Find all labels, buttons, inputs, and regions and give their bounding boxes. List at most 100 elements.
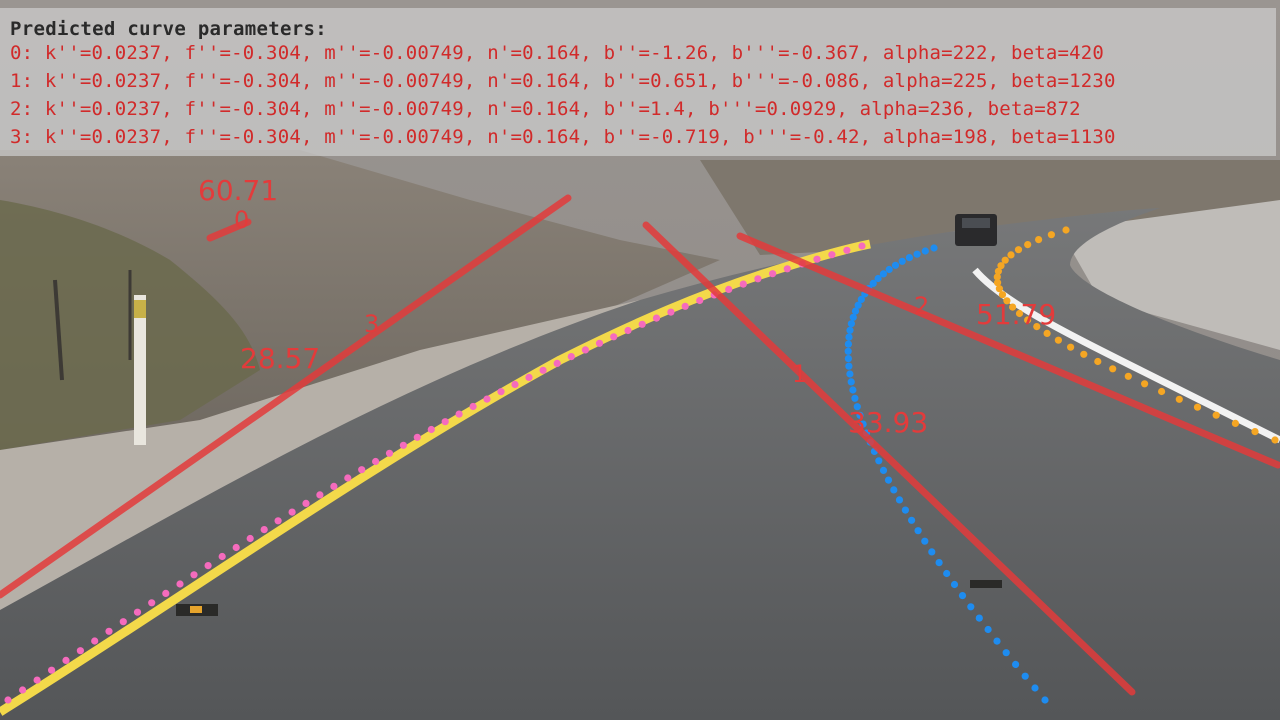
lane-dot	[1251, 428, 1259, 436]
lane-dot	[1003, 297, 1011, 305]
lane-dot	[288, 508, 296, 516]
angle-label-1: 33.93	[848, 406, 928, 439]
lane-dot	[1175, 395, 1183, 403]
lane-dot	[1141, 380, 1149, 388]
lane-dot	[162, 589, 170, 598]
lane-dot	[914, 527, 922, 535]
lane-dot	[385, 449, 394, 457]
predicted-line-1	[642, 221, 1136, 696]
lane-dot	[1043, 329, 1051, 337]
angle-label-3: 28.57	[240, 342, 320, 375]
lane-dot	[869, 279, 877, 287]
lane-id-2: 2	[914, 292, 929, 320]
lane-id-0: 0	[234, 206, 249, 234]
lane-dot	[998, 291, 1007, 299]
lane-dot	[91, 637, 99, 645]
lane-dot	[105, 627, 113, 635]
lane-dot	[133, 608, 142, 616]
lane-dot	[260, 526, 268, 534]
lane-dot	[1067, 343, 1075, 351]
road-reflector	[190, 606, 202, 613]
lane-dot	[997, 262, 1005, 270]
lane-dot	[638, 320, 646, 328]
lane-dot	[994, 279, 1002, 287]
lane-dot	[891, 261, 900, 269]
distant-vehicle-window	[962, 218, 990, 228]
panel-title: Predicted curve parameters:	[10, 18, 327, 40]
lane-dot	[950, 580, 959, 589]
lane-dot	[1007, 251, 1015, 259]
lane-dot	[874, 274, 882, 283]
gt-lane-right-dots	[993, 226, 1279, 444]
lane-dot	[358, 466, 366, 474]
lane-dot	[511, 380, 519, 389]
lane-dot	[856, 411, 864, 419]
lane-dot	[851, 394, 859, 402]
lane-dot	[624, 326, 632, 335]
lane-dot	[696, 296, 704, 305]
predicted-lane-lines	[0, 194, 1280, 696]
lane-dot	[935, 559, 943, 567]
lane-dot	[176, 580, 184, 588]
lane-dot	[1124, 372, 1132, 380]
lane-dot	[1015, 309, 1024, 318]
lane-dot	[1080, 350, 1088, 358]
lane-dot	[858, 242, 866, 250]
lane-dot	[967, 603, 975, 611]
fence-post	[53, 279, 64, 381]
lane-dot	[813, 255, 821, 263]
lane-dot	[427, 425, 435, 434]
lane-dot	[845, 333, 853, 341]
lane-id-3: 3	[364, 310, 379, 338]
lane-dot	[921, 247, 929, 255]
lane-dot	[895, 496, 904, 504]
roadside-slope-right	[1060, 200, 1280, 350]
lane-dot	[843, 246, 851, 254]
predicted-line-3	[0, 194, 572, 599]
lane-dot	[1109, 365, 1117, 373]
lane-id-1: 1	[792, 360, 807, 388]
lane-dot	[190, 571, 198, 579]
lane-dot	[372, 457, 380, 466]
lane-dot	[849, 313, 857, 321]
lane-dot	[943, 569, 951, 578]
lane-dot	[846, 326, 854, 334]
lane-dot	[316, 491, 324, 499]
lane-dot	[595, 339, 604, 347]
lane-dot	[525, 373, 533, 381]
lane-dot	[847, 378, 855, 386]
lane-dot	[48, 666, 56, 674]
lane-dot	[1035, 236, 1043, 244]
param-line-0: 0: k''=0.0237, f''=-0.304, m''=-0.00749,…	[10, 42, 1105, 64]
lane-dot	[1158, 387, 1166, 396]
predicted-line-0	[206, 218, 252, 242]
lane-dot	[567, 353, 575, 361]
lane-dot	[553, 359, 561, 367]
lane-dot	[497, 388, 505, 396]
lane-dot	[885, 265, 893, 274]
lane-dot	[1024, 241, 1032, 249]
lane-dot	[1062, 226, 1070, 234]
lane-dot	[754, 275, 762, 283]
lane-dot	[581, 346, 590, 354]
lane-dot	[845, 362, 853, 370]
lane-dot	[1021, 672, 1029, 680]
lane-dot	[1193, 403, 1202, 411]
lane-dot	[921, 537, 929, 545]
lane-dot	[1047, 231, 1055, 239]
lane-dot	[344, 474, 352, 482]
lane-dot	[399, 441, 407, 449]
lane-dot	[890, 486, 898, 494]
lane-dot	[783, 265, 791, 273]
lane-dot	[1094, 357, 1102, 366]
lane-dot	[33, 676, 41, 684]
lane-dot	[975, 614, 983, 622]
lane-dot	[846, 370, 854, 378]
lane-dot	[1033, 323, 1041, 331]
lane-dot	[1212, 411, 1220, 419]
lane-dot	[993, 273, 1001, 281]
lane-dot	[441, 418, 449, 426]
road-reflector	[970, 580, 1002, 588]
lane-dot	[769, 270, 777, 278]
lane-dot	[610, 333, 618, 341]
